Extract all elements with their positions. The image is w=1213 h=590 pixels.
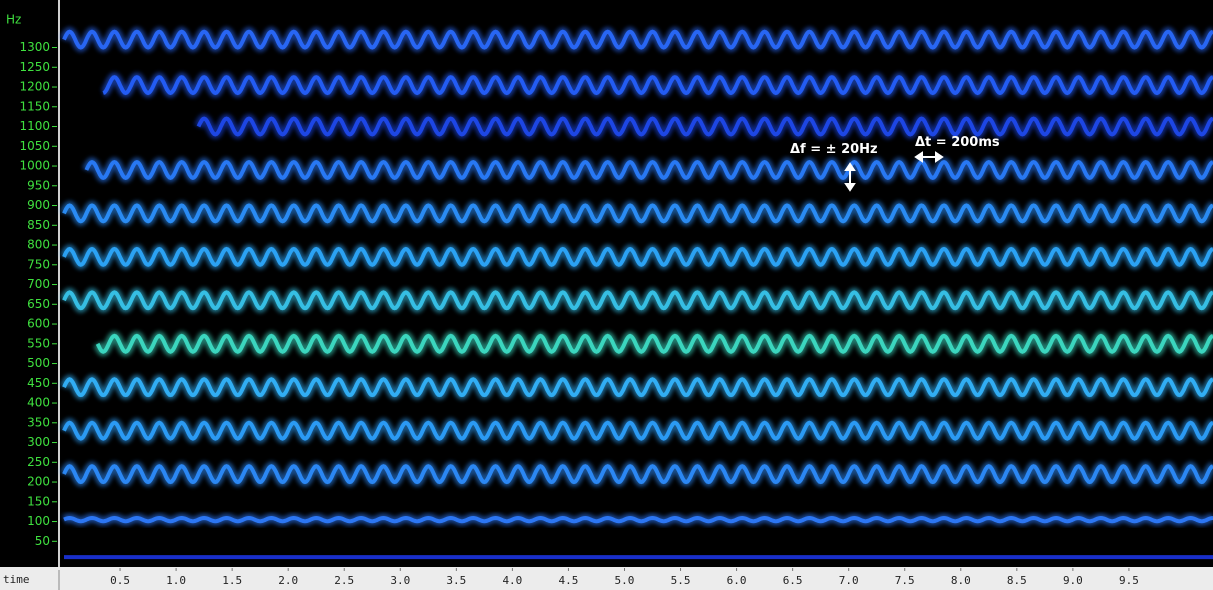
harmonic <box>62 420 1213 441</box>
vertical-arrow <box>844 162 856 192</box>
y-tick-label: 1200 <box>19 80 50 94</box>
y-tick-label: 250 <box>27 455 50 469</box>
y-tick-label: 300 <box>27 435 50 449</box>
harmonic <box>63 515 1213 524</box>
x-tick-label: 8.0 <box>951 574 971 587</box>
annotation: Δf = ± 20Hz <box>790 142 878 157</box>
harmonic <box>95 333 1213 354</box>
y-tick-label: 1250 <box>19 60 50 74</box>
harmonic <box>102 75 1213 96</box>
x-tick-label: 6.0 <box>727 574 747 587</box>
annotation: Δt = 200ms <box>915 135 1000 150</box>
y-tick-label: 1150 <box>19 99 50 113</box>
y-tick-label: 350 <box>27 415 50 429</box>
x-tick-label: 7.0 <box>839 574 859 587</box>
y-tick-label: 1000 <box>19 159 50 173</box>
y-tick-label: 50 <box>35 534 50 548</box>
y-tick-label: 950 <box>27 178 50 192</box>
harmonic <box>62 290 1213 311</box>
horizontal-arrow <box>914 151 944 163</box>
y-tick-label: 1050 <box>19 139 50 153</box>
x-tick-label: 1.0 <box>166 574 186 587</box>
harmonic <box>62 464 1213 485</box>
harmonic <box>62 29 1213 50</box>
harmonic <box>62 203 1213 224</box>
harmonic <box>84 159 1213 181</box>
x-tick-label: 6.5 <box>783 574 803 587</box>
x-tick-label: 5.5 <box>671 574 691 587</box>
x-tick-label: 0.5 <box>110 574 130 587</box>
x-tick-label: 4.5 <box>559 574 579 587</box>
x-tick-label: 2.0 <box>278 574 298 587</box>
y-tick-label: 400 <box>27 396 50 410</box>
y-tick-label: 150 <box>27 494 50 508</box>
x-tick-label: 2.5 <box>334 574 354 587</box>
y-tick-label: 800 <box>27 238 50 252</box>
x-axis-label: time <box>3 573 30 586</box>
x-tick-label: 9.5 <box>1119 574 1139 587</box>
y-tick-label: 500 <box>27 356 50 370</box>
y-tick-label: 450 <box>27 376 50 390</box>
y-tick-label: 100 <box>27 514 50 528</box>
x-tick-label: 3.5 <box>446 574 466 587</box>
x-tick-label: 8.5 <box>1007 574 1027 587</box>
harmonic <box>62 246 1213 267</box>
y-axis-label: Hz <box>6 13 21 27</box>
y-tick-label: 550 <box>27 336 50 350</box>
y-tick-label: 700 <box>27 277 50 291</box>
plot-area <box>59 26 1213 562</box>
time-axis-strip <box>0 567 1213 590</box>
y-tick-label: 1100 <box>19 119 50 133</box>
x-tick-label: 1.5 <box>222 574 242 587</box>
harmonic <box>62 377 1213 398</box>
y-tick-label: 200 <box>27 475 50 489</box>
y-tick-label: 750 <box>27 257 50 271</box>
y-tick-label: 850 <box>27 218 50 232</box>
y-tick-label: 600 <box>27 317 50 331</box>
x-tick-label: 9.0 <box>1063 574 1083 587</box>
x-tick-label: 7.5 <box>895 574 915 587</box>
x-tick-label: 4.0 <box>502 574 522 587</box>
harmonic <box>196 116 1213 137</box>
y-tick-label: 900 <box>27 198 50 212</box>
x-tick-label: 3.0 <box>390 574 410 587</box>
x-tick-label: 5.0 <box>615 574 635 587</box>
y-tick-label: 1300 <box>19 40 50 54</box>
y-tick-label: 650 <box>27 297 50 311</box>
